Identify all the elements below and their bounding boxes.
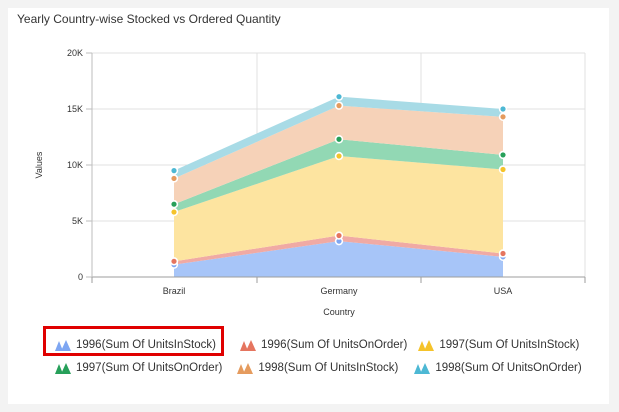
- x-tick-label: Brazil: [163, 286, 186, 296]
- data-point[interactable]: [169, 257, 179, 266]
- x-axis-title: Country: [323, 307, 355, 317]
- data-point[interactable]: [498, 165, 508, 174]
- data-point[interactable]: [498, 112, 508, 122]
- area-series-icon: [55, 363, 71, 374]
- legend-row: 1996(Sum Of UnitsInStock) 1996(Sum Of Uni…: [55, 339, 579, 351]
- series-area: [174, 235, 503, 265]
- data-point[interactable]: [498, 249, 508, 258]
- legend-label: 1996(Sum Of UnitsOnOrder): [260, 339, 408, 351]
- data-point[interactable]: [498, 150, 508, 160]
- data-point[interactable]: [498, 104, 508, 114]
- x-tick-label: Germany: [320, 286, 358, 296]
- legend-item[interactable]: 1996(Sum Of UnitsOnOrder): [239, 339, 408, 351]
- data-point[interactable]: [334, 92, 344, 101]
- area-series-icon: [239, 340, 256, 351]
- legend-item[interactable]: 1997(Sum Of UnitsInStock): [418, 339, 579, 351]
- data-point[interactable]: [169, 200, 179, 209]
- series-area: [174, 156, 503, 262]
- x-tick-label: USA: [494, 286, 513, 296]
- y-tick-label: 10K: [67, 160, 83, 170]
- chart-title: Yearly Country-wise Stocked vs Ordered Q…: [17, 12, 281, 26]
- legend-item[interactable]: 1998(Sum Of UnitsInStock): [237, 362, 398, 374]
- y-tick-label: 15K: [67, 104, 83, 114]
- series-area: [174, 241, 503, 277]
- series-area: [174, 105, 503, 205]
- legend-label: 1997(Sum Of UnitsOnOrder): [76, 362, 223, 374]
- data-point[interactable]: [334, 151, 344, 161]
- data-point[interactable]: [169, 166, 179, 175]
- area-series-icon: [418, 340, 435, 351]
- data-point[interactable]: [169, 207, 179, 217]
- y-axis-title: Values: [34, 151, 44, 178]
- area-series-icon: [414, 363, 431, 374]
- series-area: [174, 139, 503, 213]
- data-point[interactable]: [334, 135, 344, 144]
- area-series-icon: [55, 340, 71, 351]
- y-tick-label: 5K: [72, 216, 83, 226]
- data-point[interactable]: [334, 101, 344, 110]
- legend-item[interactable]: 1998(Sum Of UnitsOnOrder): [414, 362, 582, 374]
- y-tick-label: 0: [78, 272, 83, 282]
- data-point[interactable]: [169, 174, 179, 183]
- data-point[interactable]: [334, 231, 344, 240]
- legend-label: 1996(Sum Of UnitsInStock): [76, 339, 216, 351]
- y-tick-label: 20K: [67, 48, 83, 58]
- area-series-icon: [237, 363, 254, 374]
- legend-item[interactable]: 1996(Sum Of UnitsInStock): [55, 339, 216, 351]
- legend-label: 1998(Sum Of UnitsOnOrder): [435, 362, 582, 374]
- legend-highlight-box: [43, 326, 224, 356]
- legend-item[interactable]: 1997(Sum Of UnitsOnOrder): [55, 362, 222, 374]
- legend-row: 1997(Sum Of UnitsOnOrder) 1998(Sum Of Uni…: [55, 362, 582, 374]
- legend-label: 1998(Sum Of UnitsInStock): [258, 362, 399, 374]
- legend-label: 1997(Sum Of UnitsInStock): [439, 339, 580, 351]
